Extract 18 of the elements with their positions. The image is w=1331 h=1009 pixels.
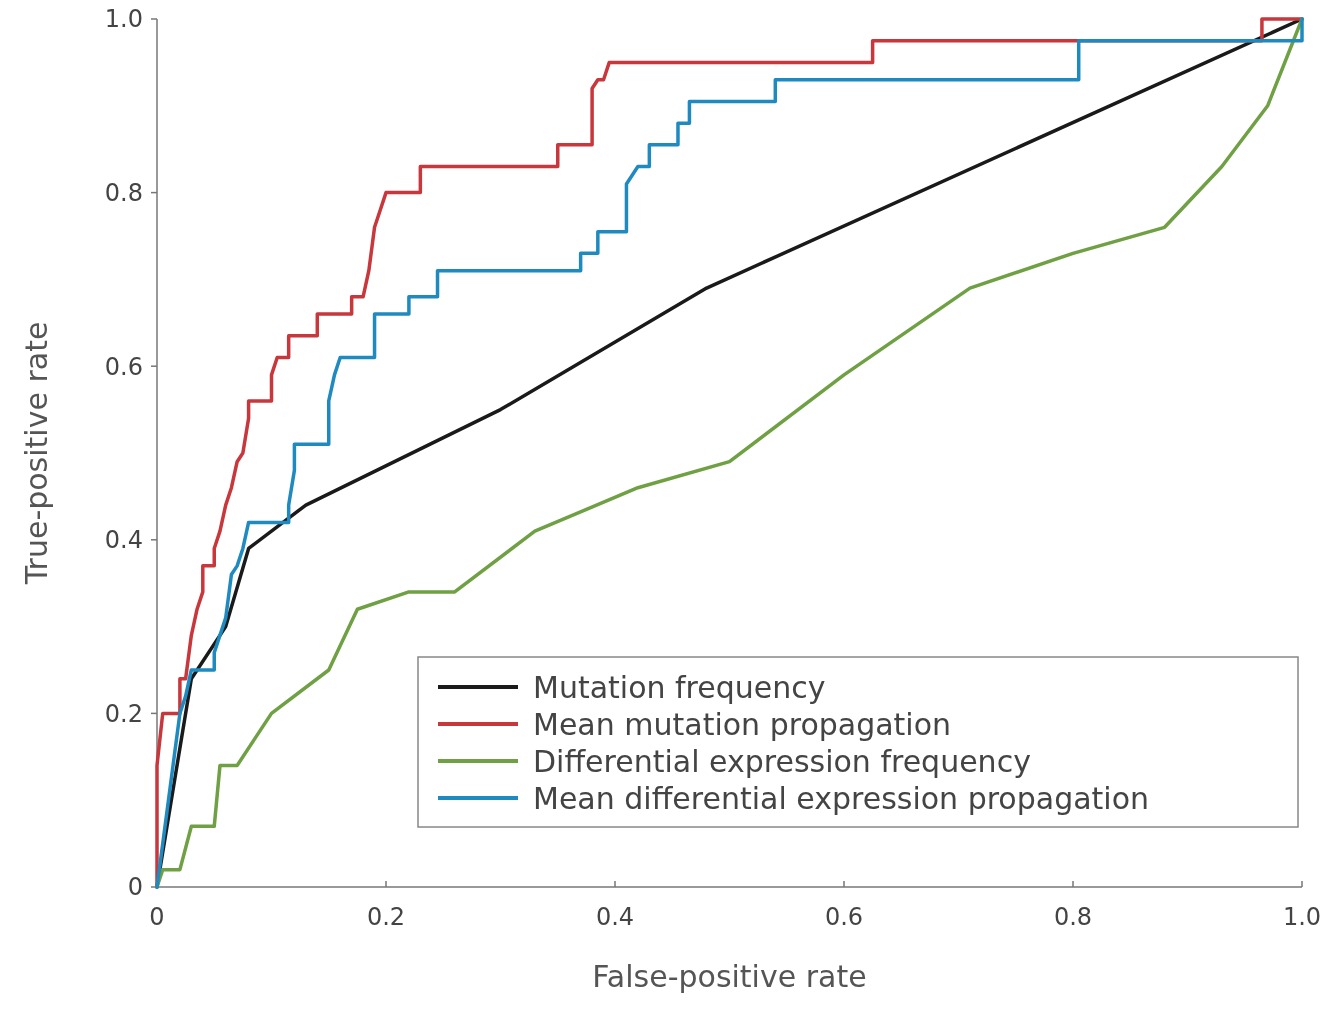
- x-tick-label: 0.4: [595, 903, 635, 931]
- y-tick-label: 0.2: [104, 699, 143, 728]
- x-tick-label: 0.6: [824, 903, 864, 931]
- legend-label: Mean mutation propagation: [533, 706, 952, 742]
- x-tick-label: 1.0: [1282, 903, 1322, 931]
- y-tick-label: 0.8: [104, 179, 143, 207]
- y-tick-label: 0.4: [104, 526, 143, 555]
- y-tick-label: 0.6: [104, 352, 143, 381]
- x-axis-title: False-positive rate: [592, 959, 867, 994]
- y-tick-label: 1.0: [104, 5, 143, 34]
- legend-label: Mutation frequency: [533, 669, 826, 705]
- x-tick-label: 0: [149, 903, 165, 931]
- y-tick-label: 0: [127, 873, 143, 902]
- x-tick-label: 0.2: [366, 903, 406, 931]
- x-tick-label: 0.8: [1053, 903, 1093, 931]
- legend-label: Differential expression frequency: [533, 743, 1031, 779]
- legend-label: Mean differential expression propagation: [533, 780, 1150, 816]
- y-axis-title: True-positive rate: [19, 321, 54, 586]
